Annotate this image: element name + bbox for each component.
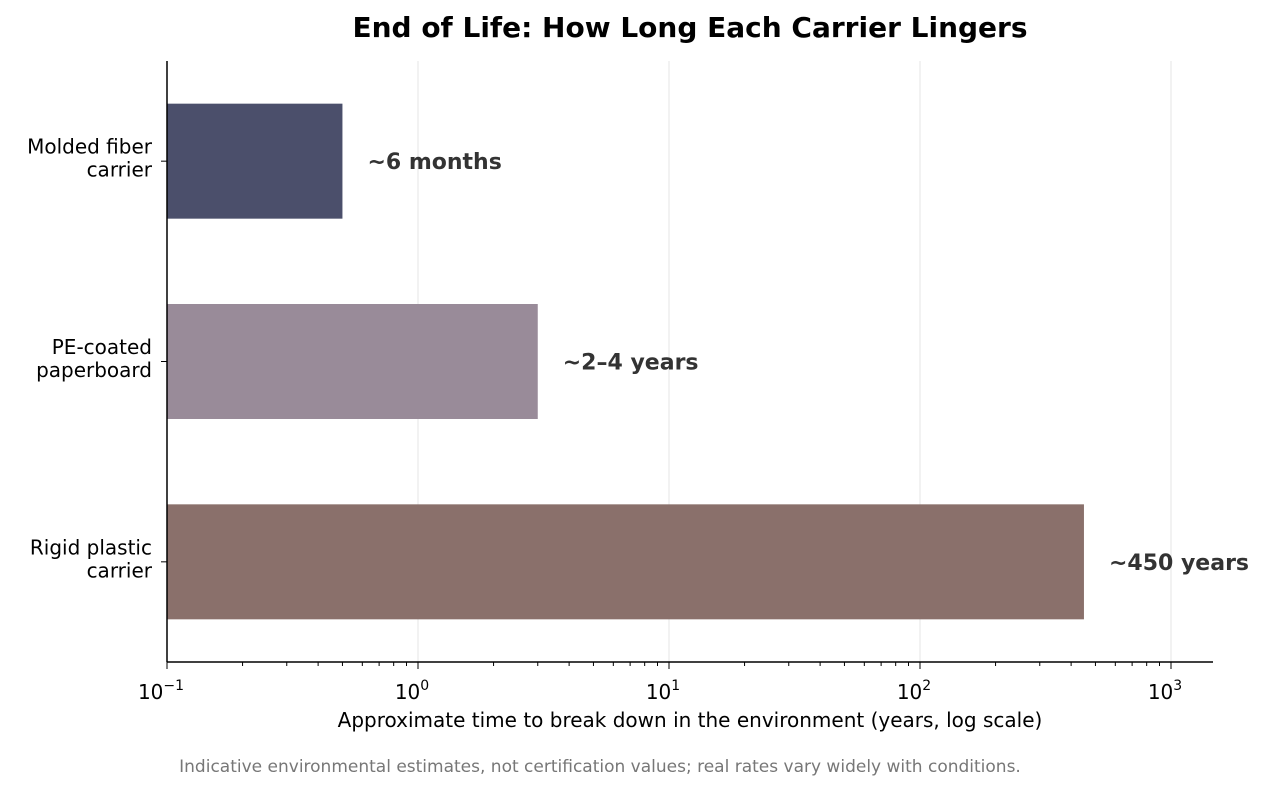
x-tick-label: 101 (646, 678, 680, 704)
y-category-label: carrier (87, 158, 153, 182)
data-label: ~2–4 years (563, 351, 699, 376)
x-tick-label: 102 (897, 678, 931, 704)
bar (167, 304, 538, 419)
x-axis-label: Approximate time to break down in the en… (338, 708, 1043, 732)
bar (167, 103, 343, 219)
bars (167, 103, 1084, 620)
x-tick-label: 103 (1148, 678, 1182, 704)
y-category-label: carrier (87, 558, 153, 582)
y-category-label: Rigid plastic (30, 535, 152, 559)
chart-title: End of Life: How Long Each Carrier Linge… (352, 11, 1027, 44)
y-category-label: PE-coated (52, 335, 152, 359)
data-label: ~6 months (367, 150, 501, 175)
y-category-label: paperboard (36, 358, 152, 382)
data-label: ~450 years (1109, 551, 1249, 576)
footnote: Indicative environmental estimates, not … (179, 757, 1021, 777)
bar (167, 504, 1084, 620)
y-category-label: Molded fiber (27, 135, 153, 159)
x-tick-label: 10−1 (138, 678, 184, 704)
axes (161, 61, 1213, 669)
x-tick-label: 100 (395, 678, 429, 704)
